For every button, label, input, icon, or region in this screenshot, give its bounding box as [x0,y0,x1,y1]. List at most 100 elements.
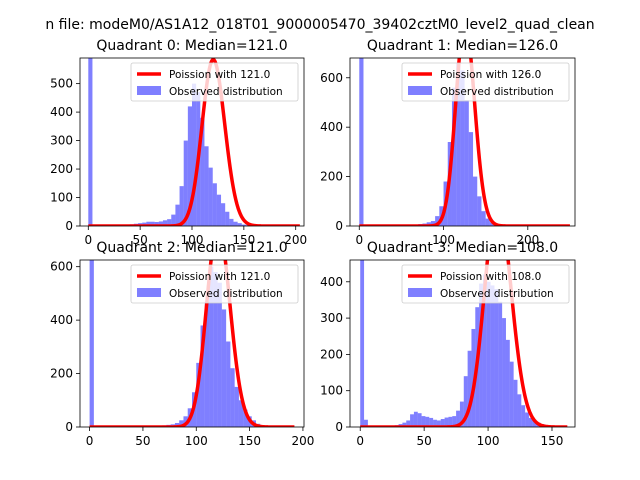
hist-bar [481,211,486,226]
hist-bar [208,167,213,226]
y-tick-label: 600 [320,71,343,85]
legend-label-poisson: Poission with 126.0 [440,69,541,81]
legend-box [401,264,570,304]
y-tick-label: 400 [320,120,343,134]
hist-bar [429,417,434,427]
hist-bar [402,422,407,427]
figure-suptitle: n file: modeM0/AS1A12_018T01_9000005470_… [45,17,594,33]
hist-bar [494,289,499,427]
plot-area [88,260,296,427]
x-tick-label: 100 [432,233,455,247]
subplot-1: 0 100 200 0 200 400 600 Quadrant 1: Median=126.… [320,38,576,247]
hist-bar [452,416,457,427]
hist-bar [440,419,445,427]
hist-bar [217,282,222,427]
hist-bar [162,220,168,226]
x-tick-label: 100 [185,434,208,448]
hist-bar [212,183,217,226]
y-tick-label: 500 [50,77,73,91]
legend-label-hist: Observed distribution [440,288,554,300]
hist-bar [421,416,426,427]
hist-bar [216,194,222,226]
hist-bar [532,420,537,427]
hist-bar [225,211,230,226]
hist-bar [509,361,514,427]
hist-bar [146,221,151,226]
hist-bar [226,341,231,427]
hist-bar [430,221,436,226]
hist-bar [243,409,248,427]
subplot-2: 0 50 100 150 200 0 200 400 600 Quadrant 2: Median… [50,240,314,448]
x-tick-label: 100 [181,233,204,247]
legend: Poission with 108.0 Observed distribution [401,264,570,304]
hist-bar [406,420,411,427]
subplot-title: Quadrant 0: Median=121.0 [96,38,287,54]
legend-label-poisson: Poission with 121.0 [169,69,270,81]
legend-bar-swatch [408,86,432,95]
hist-bar [486,281,491,427]
y-tick-label: 0 [335,420,343,434]
subplot-title: Quadrant 3: Median=108.0 [367,240,558,256]
hist-bar [192,83,197,226]
x-tick-label: 50 [135,434,150,448]
x-tick-label: 150 [238,434,261,448]
hist-bar [234,386,239,427]
hist-bar [229,218,234,226]
legend-label-poisson: Poission with 121.0 [169,271,270,283]
subplot-title: Quadrant 1: Median=126.0 [367,38,558,54]
plot-area [359,260,569,427]
hist-bar [200,117,205,226]
y-tick-label: 200 [50,367,73,381]
hist-bar [473,176,478,226]
hist-bar [230,368,235,427]
hist-bar [426,222,431,226]
hist-bar [448,416,453,427]
y-tick-label: 0 [65,219,73,233]
y-tick-label: 300 [50,134,73,148]
legend: Poission with 121.0 Observed distribution [130,62,299,102]
legend-label-hist: Observed distribution [440,86,554,98]
y-tick-label: 400 [50,105,73,119]
hist-bar [158,221,163,226]
plot-area [87,58,302,226]
legend-label-poisson: Poission with 108.0 [440,271,541,283]
hist-bar [221,309,227,427]
hist-bar [413,411,418,427]
y-tick-label: 300 [320,311,343,325]
hist-bar [479,283,483,427]
y-tick-label: 0 [335,219,343,233]
axes-layer: 0 50 100 150 200 0 100 200 300 400 500 Quadrant 0: … [50,38,576,448]
x-tick-label: 100 [477,434,500,448]
subplot-3: 0 50 100 150 0 100 200 300 400 Quadrant 3: Median… [320,240,576,448]
hist-bar [456,62,461,226]
hist-bar [154,222,159,226]
y-tick-label: 0 [65,420,73,434]
y-tick-label: 400 [50,313,73,327]
plot-area [358,58,572,226]
x-tick-label: 150 [232,233,255,247]
y-tick-label: 100 [320,384,343,398]
hist-bar [204,146,209,226]
hist-bar [167,219,172,226]
hist-bar [221,203,226,226]
hist-bar [213,272,218,427]
y-tick-label: 100 [50,191,73,205]
hist-bar [502,318,506,427]
hist-bar [467,350,472,427]
hist-bar [505,339,510,427]
hist-bar [459,401,464,427]
x-tick-label: 0 [356,434,364,448]
legend-bar-swatch [408,288,432,297]
hist-bar [528,417,533,427]
hist-bar [241,224,246,226]
x-tick-label: 0 [86,434,94,448]
legend-bar-swatch [137,288,161,297]
hist-bar [171,214,176,226]
hist-bar [425,416,430,427]
y-tick-label: 200 [50,162,73,176]
hist-bar [179,420,184,427]
hist-bar [417,413,422,427]
legend-box [130,264,299,304]
hist-bar [237,223,242,226]
